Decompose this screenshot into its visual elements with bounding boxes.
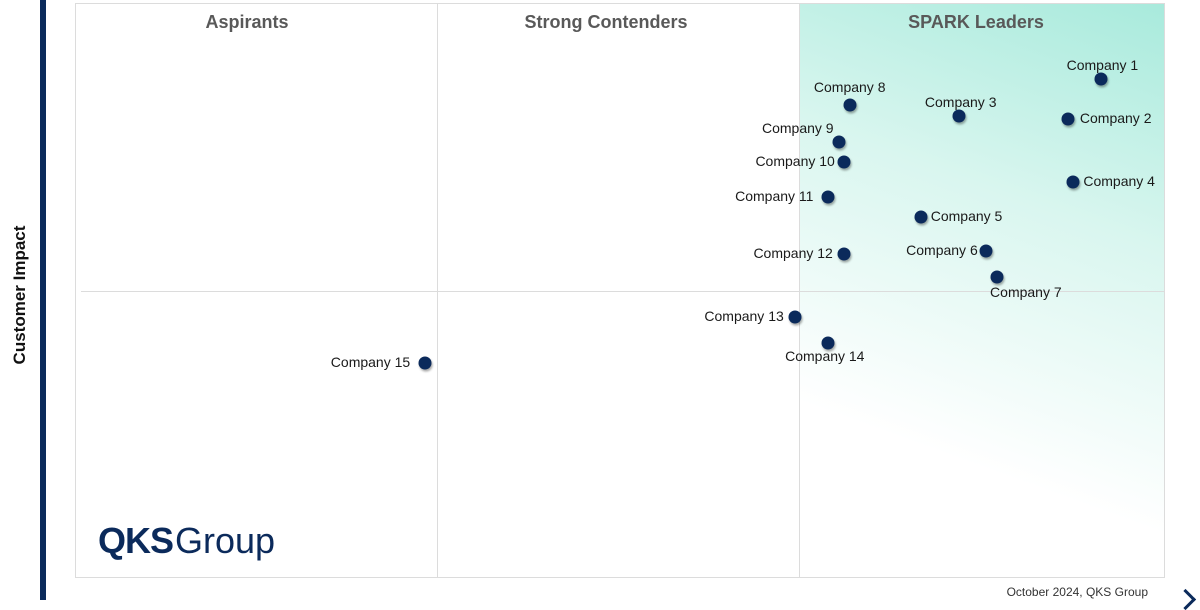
data-point-label-12: Company 12	[753, 245, 833, 262]
data-point-label-4: Company 4	[1083, 173, 1155, 190]
data-point-2	[1061, 112, 1075, 126]
qks-group-logo: QKSGroup	[98, 520, 275, 562]
data-point-label-9: Company 9	[762, 120, 834, 136]
data-point-13	[788, 310, 802, 324]
data-point-7	[990, 270, 1004, 284]
data-point-12	[837, 247, 851, 261]
data-point-14	[821, 336, 835, 350]
data-point-10	[837, 155, 851, 169]
data-point-label-11: Company 11	[735, 187, 814, 204]
data-point-label-8: Company 8	[813, 78, 886, 95]
data-point-4	[1066, 175, 1080, 189]
logo-suffix: Group	[175, 520, 276, 561]
y-axis-label: Customer Impact	[10, 225, 29, 365]
data-point-label-14: Company 14	[785, 348, 865, 365]
leaders-quadrant-background	[799, 4, 1164, 577]
data-point-6	[979, 244, 993, 258]
data-point-9	[832, 135, 846, 149]
data-point-5	[914, 210, 928, 224]
data-point-8	[843, 98, 857, 112]
data-point-label-3: Company 3	[924, 94, 997, 111]
data-point-label-7: Company 7	[990, 284, 1062, 301]
data-point-15	[418, 356, 432, 370]
data-point-label-2: Company 2	[1079, 110, 1152, 126]
data-point-label-13: Company 13	[704, 308, 784, 325]
data-point-label-15: Company 15	[330, 354, 411, 371]
quadrant-plot: Aspirants Strong Contenders SPARK Leader…	[75, 3, 1165, 578]
logo-brand: QKS	[98, 520, 174, 561]
y-axis-bar	[40, 0, 46, 600]
data-point-label-5: Company 5	[930, 207, 1003, 224]
data-point-3	[952, 109, 966, 123]
data-point-1	[1094, 72, 1108, 86]
data-point-label-6: Company 6	[906, 242, 978, 259]
quadrant-divider-1	[437, 4, 438, 577]
quadrant-title-strong-contenders: Strong Contenders	[524, 12, 688, 32]
arrow-icon	[1174, 588, 1197, 610]
data-point-label-10: Company 10	[755, 153, 835, 170]
quadrant-title-aspirants: Aspirants	[205, 12, 289, 32]
quadrant-divider-horizontal	[81, 291, 1164, 292]
quadrant-divider-2	[799, 4, 800, 577]
data-point-11	[821, 190, 835, 204]
quadrant-title-spark-leaders: SPARK Leaders	[908, 12, 1044, 32]
data-point-label-1: Company 1	[1066, 56, 1139, 73]
footer-credit: October 2024, QKS Group	[1006, 585, 1148, 599]
